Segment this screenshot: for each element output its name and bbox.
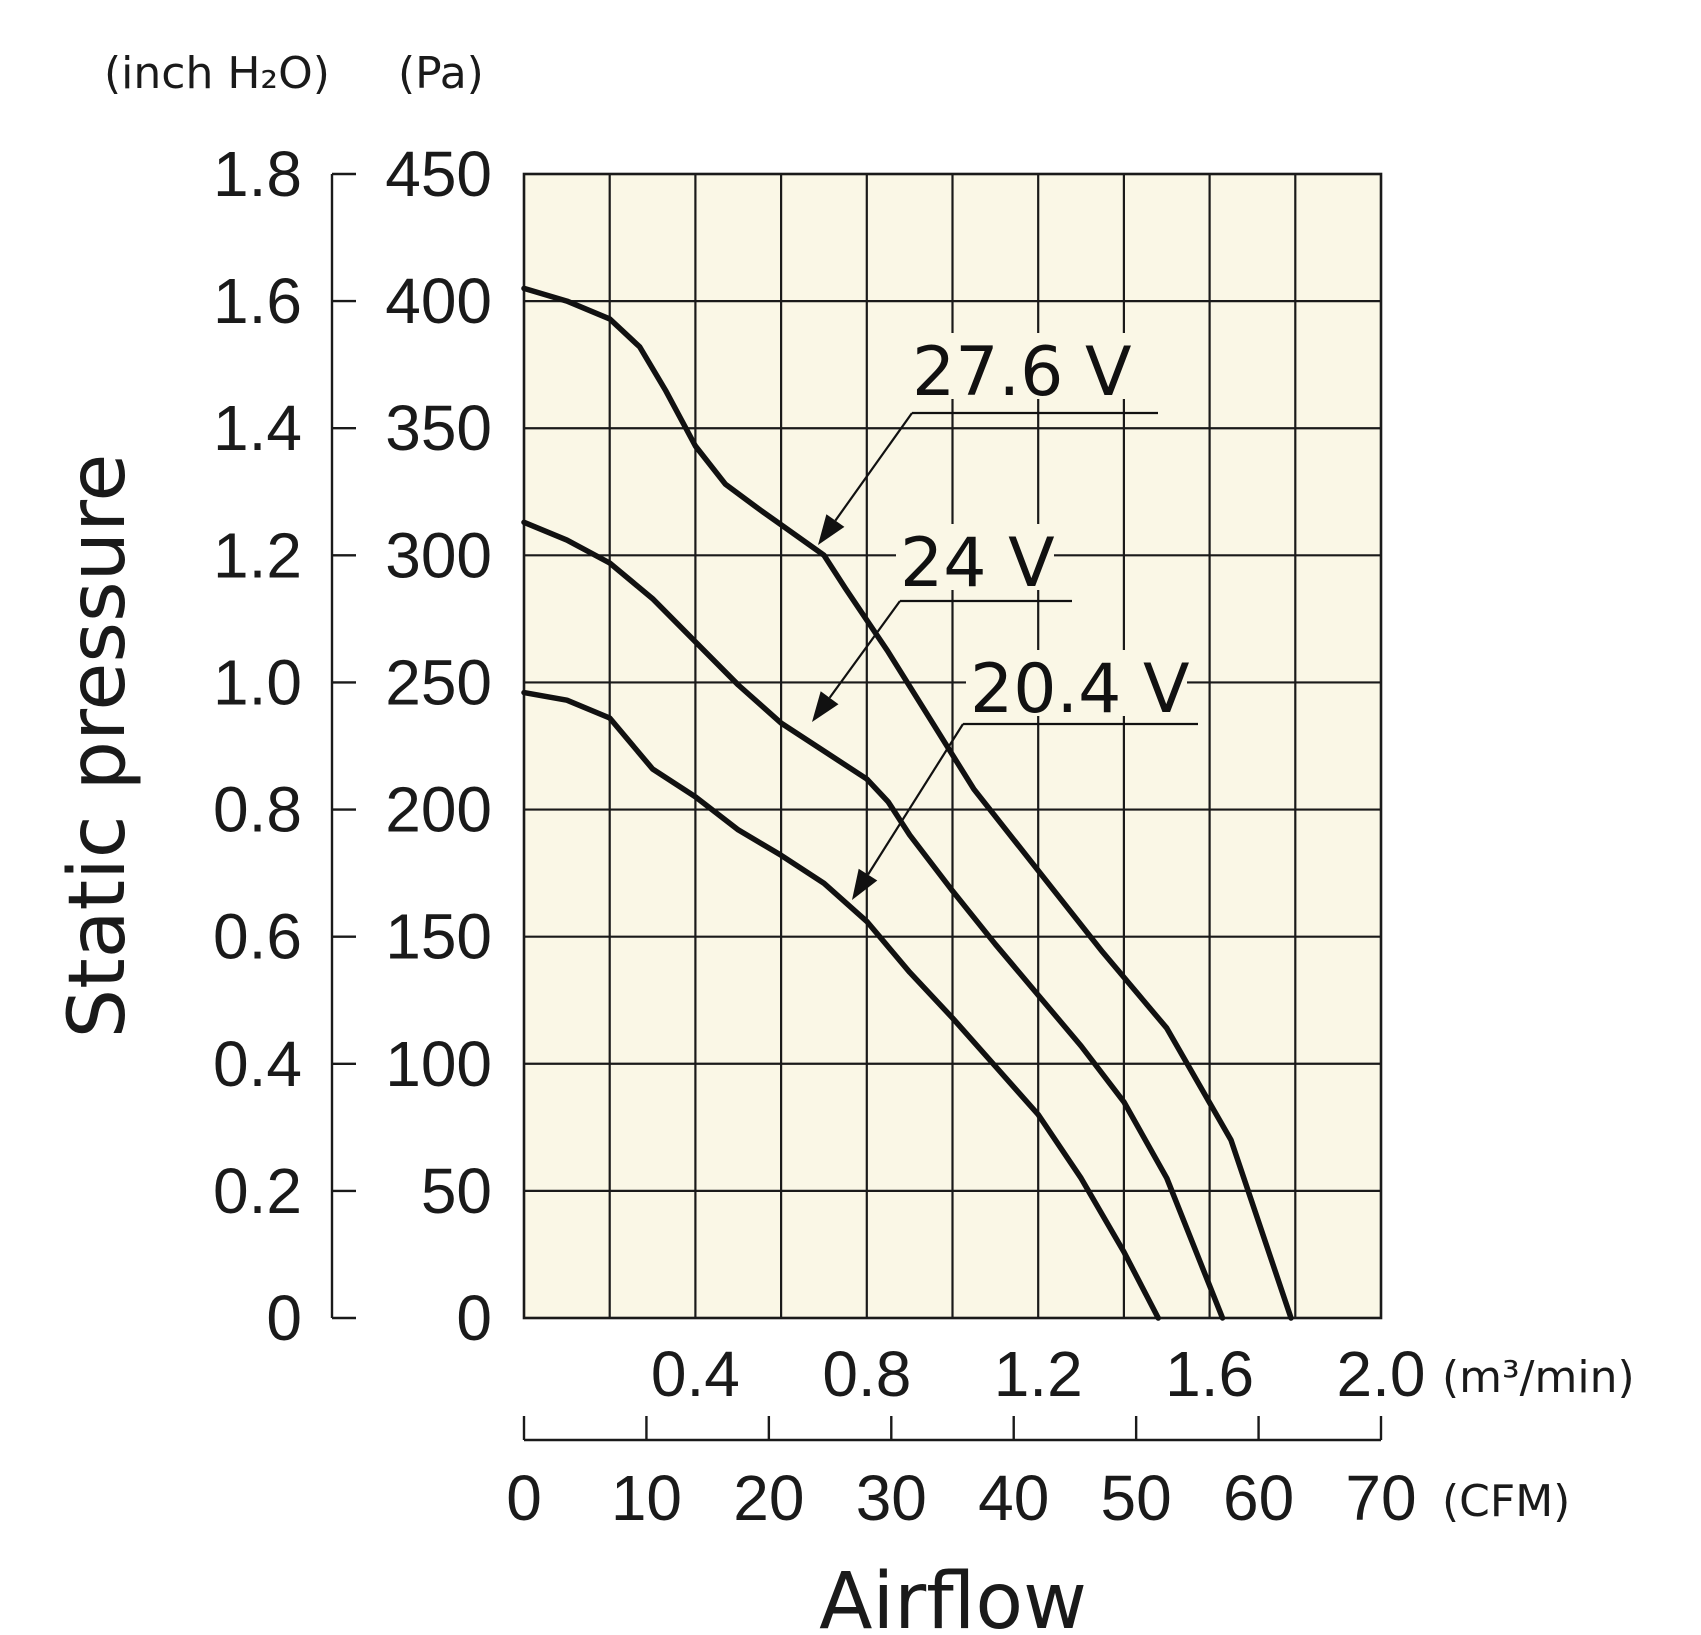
leader-line	[834, 412, 913, 522]
y-tick-label-pa: 450	[385, 138, 492, 210]
y-axis-title: Static pressure	[53, 454, 143, 1039]
curve-27-6v	[521, 285, 1294, 1321]
x2-unit-label: (CFM)	[1442, 1476, 1570, 1527]
label-27-6v: 27.6 V	[818, 333, 1158, 545]
label-background	[966, 650, 1187, 716]
y-tick-label-pa: 50	[421, 1155, 492, 1227]
y-tick-label-pa: 350	[385, 392, 492, 464]
y-tick-label-pa: 400	[385, 265, 492, 337]
x-tick-label-m3min: 2.0	[1337, 1338, 1426, 1410]
x-tick-label-cfm: 20	[733, 1462, 804, 1534]
series-curves	[521, 285, 1294, 1321]
y-tick-label-inch: 1.4	[213, 392, 302, 464]
y-tick-label-pa: 0	[456, 1282, 492, 1354]
y-tick-label-inch: 1.0	[213, 646, 302, 718]
label-background	[908, 333, 1140, 399]
x-tick-label-m3min: 1.6	[1165, 1338, 1254, 1410]
x-tick-label-cfm: 40	[978, 1462, 1049, 1534]
x-tick-label-m3min: 0.4	[651, 1338, 740, 1410]
y-tick-label-inch: 0.2	[213, 1155, 302, 1227]
leader-line	[867, 723, 964, 876]
series-label-text: 27.6 V	[912, 333, 1132, 412]
x-tick-label-cfm: 10	[611, 1462, 682, 1534]
arrow-head	[852, 868, 878, 900]
x-tick-label-cfm: 50	[1101, 1462, 1172, 1534]
y-tick-label-inch: 0.8	[213, 774, 302, 846]
x-tick-label-cfm: 70	[1345, 1462, 1416, 1534]
x-tick-label-cfm: 0	[506, 1462, 542, 1534]
curve-20-4v	[521, 689, 1161, 1321]
y-tick-label-pa: 100	[385, 1028, 492, 1100]
y-tick-label-inch: 1.2	[213, 519, 302, 591]
y-tick-label-inch: 1.8	[213, 138, 302, 210]
y-tick-label-inch: 1.6	[213, 265, 302, 337]
y-tick-label-pa: 300	[385, 519, 492, 591]
series-annotations: 27.6 V 24 V 20.4 V	[812, 333, 1198, 900]
label-background	[896, 524, 1054, 590]
x-tick-label-m3min: 1.2	[994, 1338, 1083, 1410]
y-tick-label-inch: 0	[266, 1282, 302, 1354]
curve-24v	[521, 519, 1226, 1321]
y2-unit-label: (inch H₂O)	[104, 48, 330, 99]
arrow-head	[818, 514, 845, 545]
x-tick-label-cfm: 30	[856, 1462, 927, 1534]
y-tick-label-inch: 0.6	[213, 901, 302, 973]
x-tick-label-m3min: 0.8	[822, 1338, 911, 1410]
x-tick-label-cfm: 60	[1223, 1462, 1294, 1534]
label-24v: 24 V	[812, 524, 1072, 722]
y-unit-label: (Pa)	[398, 48, 484, 99]
arrow-head	[812, 691, 839, 722]
plot-frame	[522, 172, 1383, 1320]
x-unit-label: (m³/min)	[1442, 1352, 1635, 1403]
axes: 05010015020025030035040045000.20.40.60.8…	[53, 48, 1635, 1635]
leader-line	[828, 600, 901, 699]
y-tick-label-inch: 0.4	[213, 1028, 302, 1100]
series-label-text: 24 V	[900, 524, 1055, 603]
y-tick-label-pa: 150	[385, 901, 492, 973]
label-20-4v: 20.4 V	[852, 650, 1198, 900]
series-label-text: 20.4 V	[970, 650, 1190, 729]
y-tick-label-pa: 250	[385, 646, 492, 718]
x-axis-title: Airflow	[819, 1557, 1087, 1635]
y-tick-label-pa: 200	[385, 774, 492, 846]
